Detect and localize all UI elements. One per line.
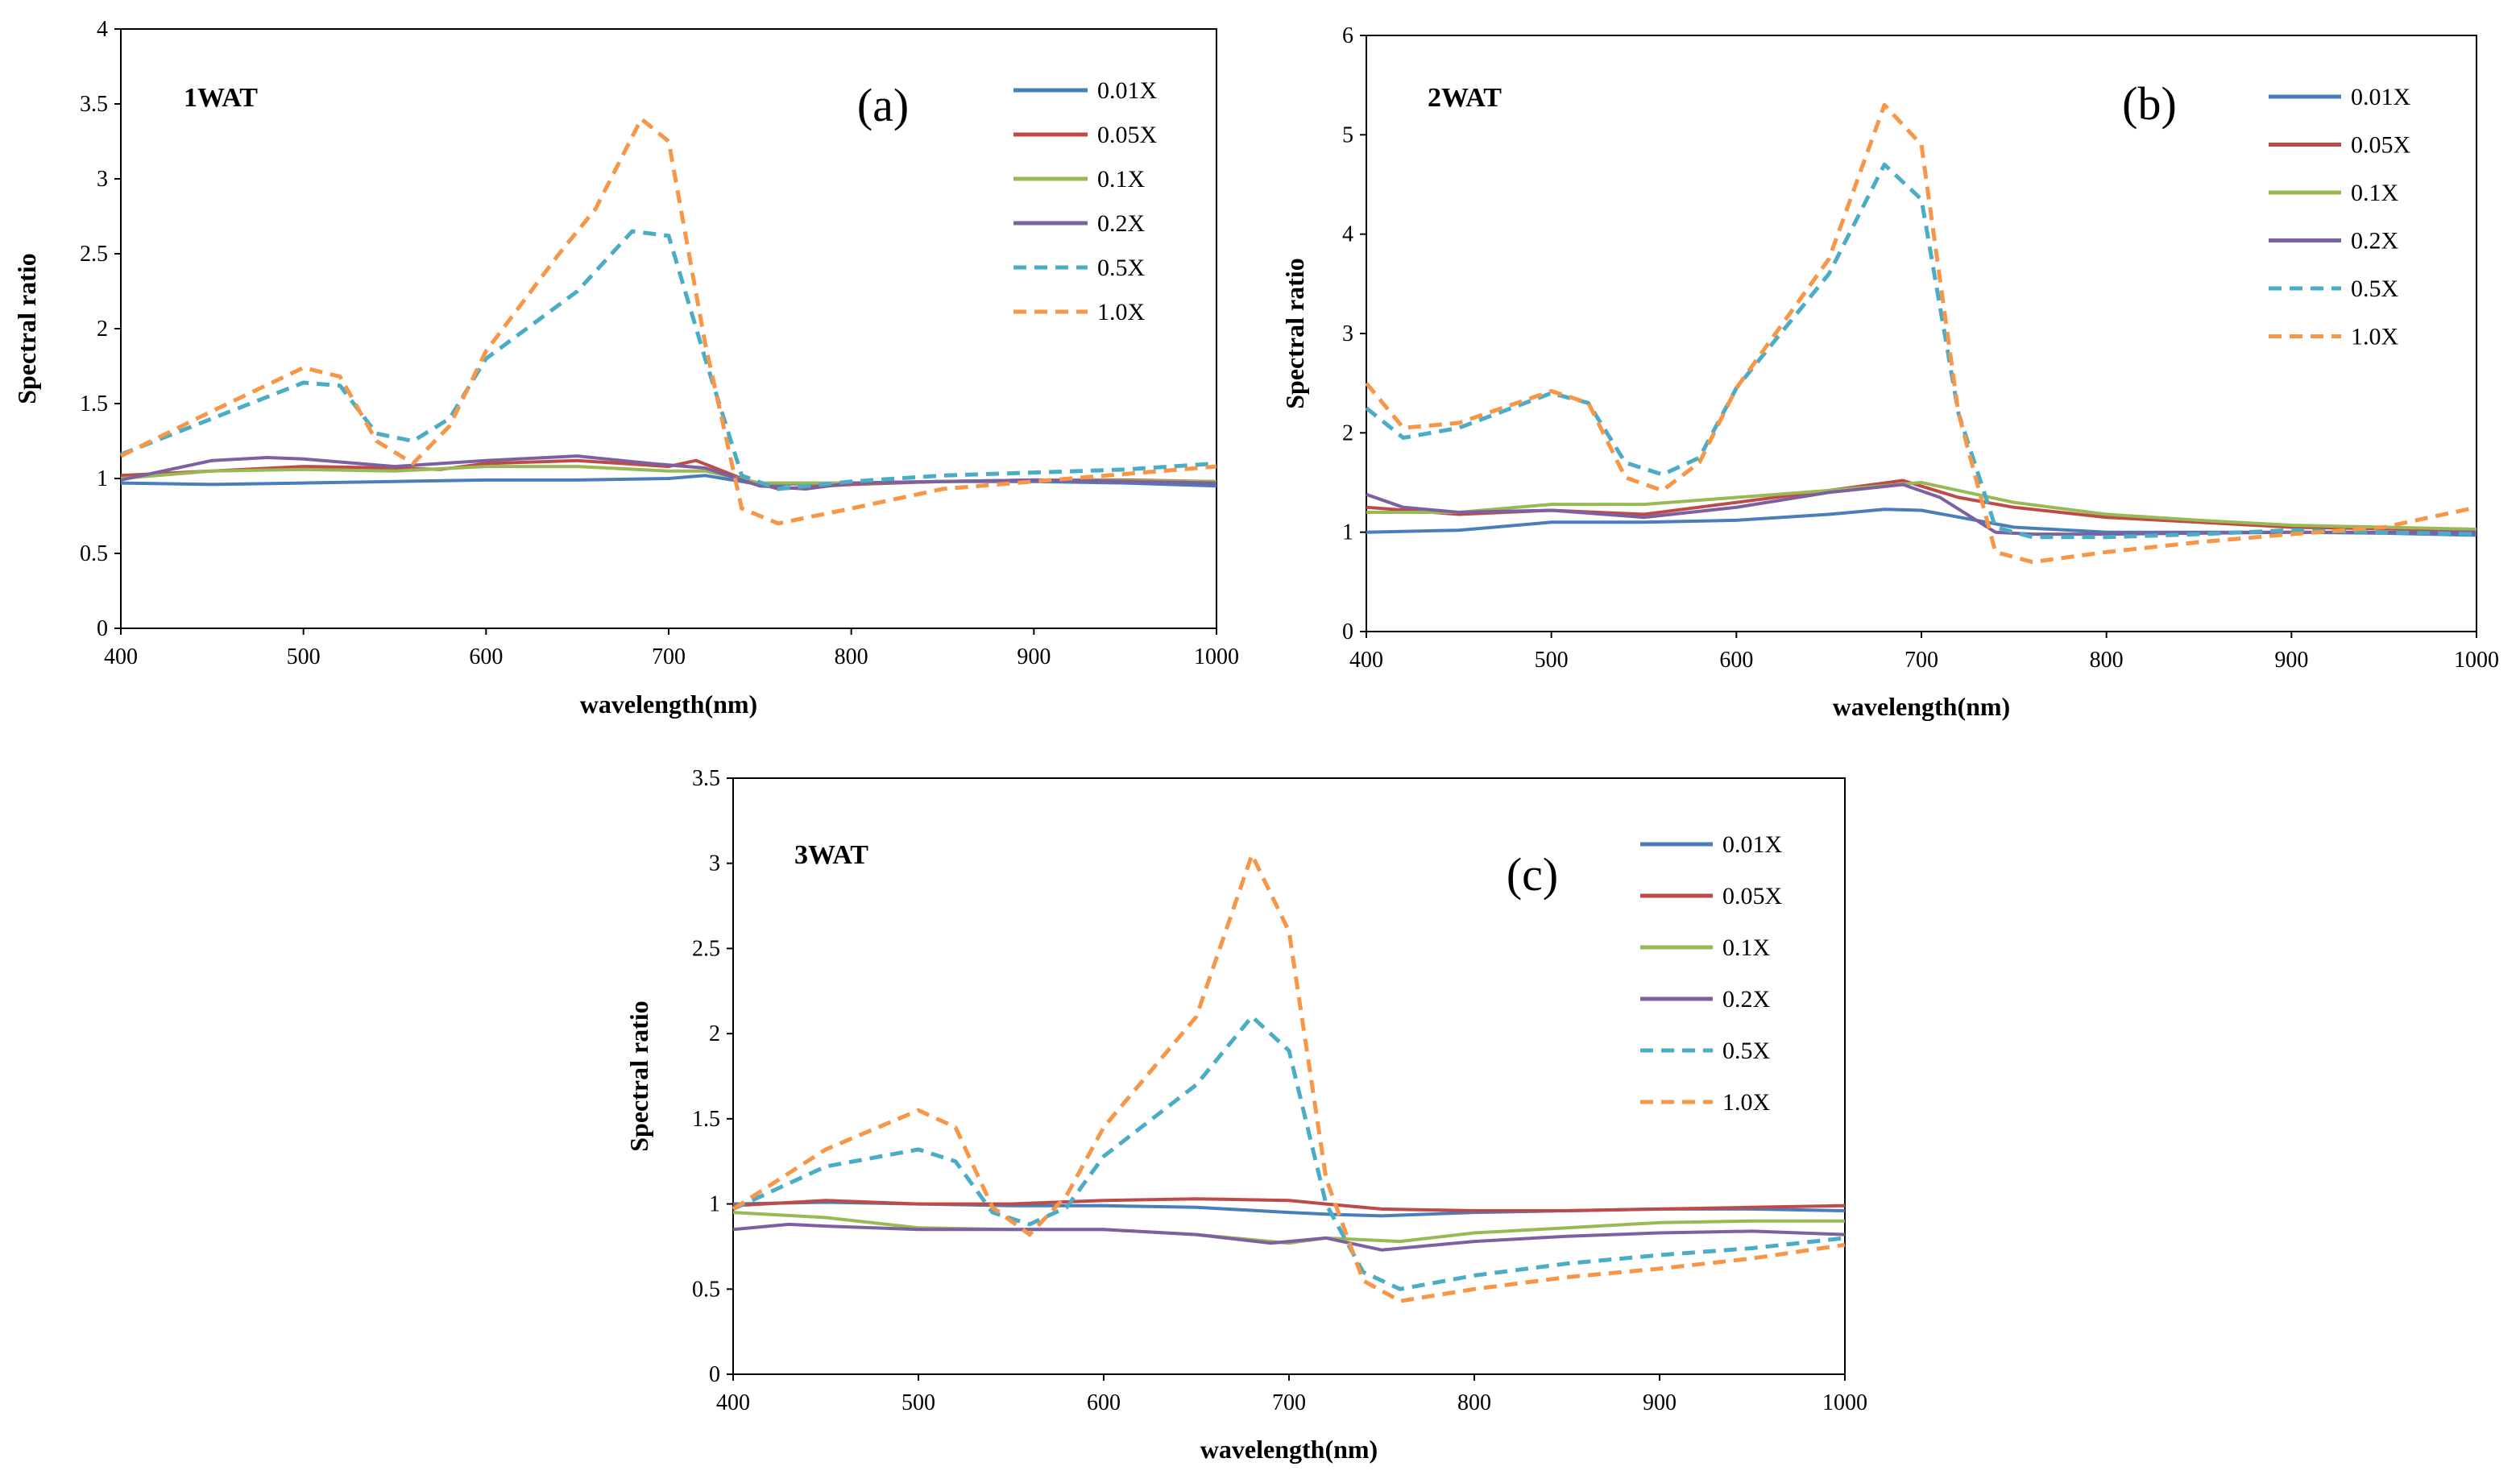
legend-entry-b: 0.2X (2351, 228, 2399, 255)
series-line-c-1p0x (732, 852, 1846, 1303)
x-tick-label-b: 700 (1905, 648, 1938, 673)
y-tick-label-b: 3 (1342, 321, 1353, 346)
y-tick-label-b: 0 (1342, 619, 1353, 644)
series-line-c-0p5x (732, 1014, 1846, 1291)
y-tick-label-b: 2 (1342, 420, 1353, 445)
plot-frame-b (1366, 35, 2477, 632)
y-tick-label-a: 1.5 (80, 391, 108, 416)
legend-entry-b: 0.01X (2351, 84, 2411, 110)
x-tick-label-b: 600 (1719, 648, 1753, 673)
x-tick-label-c: 600 (1087, 1390, 1121, 1415)
panel-label-c: (c) (1507, 848, 1558, 901)
series-line-b-0p5x (1365, 162, 2477, 540)
legend-entry-a: 0.1X (1097, 166, 1146, 193)
x-tick-label-c: 400 (716, 1390, 750, 1415)
y-tick-label-b: 1 (1342, 520, 1353, 545)
x-tick-label-c: 500 (901, 1390, 935, 1415)
plot-frame-c (732, 777, 1846, 1375)
legend-entry-c: 0.1X (1722, 934, 1771, 961)
legend-entry-a: 0.5X (1097, 255, 1146, 281)
y-tick-label-a: 0 (97, 616, 108, 641)
legend-entry-b: 0.05X (2351, 132, 2411, 159)
legend-entry-a: 0.05X (1097, 122, 1158, 148)
x-tick-label-b: 900 (2274, 648, 2308, 673)
y-tick-label-a: 1 (97, 466, 108, 491)
y-tick-label-a: 4 (97, 17, 108, 42)
y-tick-label-b: 4 (1342, 222, 1353, 247)
panel-label-b: (b) (2122, 77, 2177, 130)
x-axis-label-c: wavelength(nm) (1200, 1435, 1378, 1464)
x-tick-label-a: 500 (287, 644, 321, 669)
x-tick-label-a: 400 (104, 644, 138, 669)
y-tick-label-b: 6 (1342, 23, 1353, 48)
series-line-c-0p2x (732, 1222, 1846, 1252)
legend-entry-a: 1.0X (1097, 299, 1146, 325)
y-tick-label-c: 2.5 (692, 936, 720, 961)
y-tick-label-c: 3.5 (692, 766, 720, 791)
y-tick-label-a: 0.5 (80, 541, 108, 566)
x-tick-label-a: 700 (652, 644, 686, 669)
x-axis-label-b: wavelength(nm) (1833, 692, 2010, 721)
legend-entry-c: 0.01X (1722, 831, 1783, 858)
sample-label-c: 3WAT (794, 840, 868, 870)
panel-label-a: (a) (857, 79, 909, 131)
y-tick-label-a: 3 (97, 167, 108, 192)
y-tick-label-c: 0.5 (692, 1277, 720, 1302)
legend-entry-c: 0.05X (1722, 883, 1783, 909)
legend-entry-b: 0.1X (2351, 180, 2399, 206)
x-tick-label-b: 1000 (2454, 648, 2499, 673)
y-axis-label-b: Spectral ratio (1280, 258, 1309, 409)
series-line-b-1p0x (1365, 102, 2477, 565)
x-tick-label-b: 400 (1349, 648, 1383, 673)
x-tick-label-c: 900 (1643, 1390, 1677, 1415)
legend-entry-b: 1.0X (2351, 324, 2399, 350)
y-axis-label-c: Spectral ratio (624, 1000, 653, 1152)
series-line-c-0p05x (732, 1197, 1846, 1212)
y-tick-label-a: 2.5 (80, 242, 108, 267)
y-tick-label-a: 2 (97, 317, 108, 342)
y-tick-label-c: 3 (709, 851, 720, 876)
legend-entry-c: 0.5X (1722, 1038, 1771, 1064)
y-tick-label-c: 0 (709, 1362, 720, 1387)
legend-entry-c: 0.2X (1722, 986, 1771, 1013)
x-tick-label-a: 1000 (1194, 644, 1239, 669)
series-line-a-1p0x (119, 117, 1217, 526)
series-line-a-0p5x (120, 229, 1217, 491)
x-tick-label-c: 700 (1272, 1390, 1306, 1415)
legend-entry-a: 0.01X (1097, 77, 1158, 104)
y-tick-label-c: 1 (709, 1192, 720, 1217)
x-tick-label-c: 800 (1457, 1390, 1491, 1415)
x-axis-label-a: wavelength(nm) (580, 690, 757, 719)
x-tick-label-a: 600 (469, 644, 503, 669)
x-tick-label-a: 900 (1017, 644, 1051, 669)
x-tick-label-b: 500 (1535, 648, 1569, 673)
legend-entry-a: 0.2X (1097, 210, 1146, 237)
y-tick-label-a: 3.5 (80, 92, 108, 117)
x-tick-label-c: 1000 (1822, 1390, 1867, 1415)
legend-entry-b: 0.5X (2351, 275, 2399, 302)
y-tick-label-c: 1.5 (692, 1107, 720, 1132)
y-axis-label-a: Spectral ratio (12, 253, 41, 404)
plot-frame-a (120, 28, 1217, 629)
sample-label-b: 2WAT (1428, 83, 1502, 113)
sample-label-a: 1WAT (184, 83, 258, 113)
x-tick-label-a: 800 (835, 644, 868, 669)
y-tick-label-b: 5 (1342, 122, 1353, 147)
x-tick-label-b: 800 (2090, 648, 2124, 673)
legend-entry-c: 1.0X (1722, 1089, 1771, 1116)
series-line-a-0p2x (120, 454, 1217, 491)
y-tick-label-c: 2 (709, 1021, 720, 1046)
